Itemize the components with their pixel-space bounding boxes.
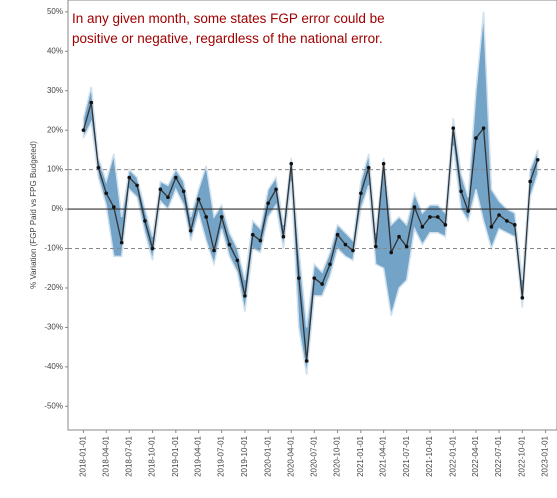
data-point (373, 244, 378, 249)
x-tick-label: 2022-01-01 (448, 435, 457, 476)
x-tick-label: 2019-01-01 (171, 435, 180, 476)
data-point (135, 183, 139, 188)
data-point (188, 228, 193, 233)
y-tick-label: 0% (51, 204, 63, 213)
x-tick-label: 2018-10-01 (148, 435, 157, 476)
data-point (535, 157, 540, 162)
data-point (505, 219, 509, 223)
data-point (112, 205, 116, 209)
x-tick-label: 2021-07-01 (402, 435, 411, 476)
y-tick-label: -10% (44, 244, 63, 253)
y-tick-label: 20% (47, 125, 63, 134)
x-tick-label: 2018-07-01 (124, 435, 133, 476)
data-point (528, 179, 532, 184)
data-point (119, 240, 124, 245)
x-tick-label: 2020-04-01 (286, 435, 295, 476)
data-point (512, 223, 517, 227)
x-tick-label: 2020-01-01 (263, 435, 272, 476)
data-point (320, 282, 324, 286)
x-tick-label: 2021-04-01 (379, 435, 388, 476)
data-point (274, 187, 278, 192)
data-point (289, 161, 294, 166)
data-point (366, 165, 371, 170)
x-tick-label: 2019-07-01 (217, 435, 226, 476)
x-tick-label: 2018-01-01 (79, 435, 88, 476)
data-point (266, 201, 271, 205)
data-point (335, 232, 340, 237)
y-tick-label: 10% (47, 165, 63, 174)
data-point (96, 165, 101, 170)
x-tick-label: 2018-04-01 (101, 435, 110, 476)
data-point (428, 215, 432, 219)
data-point (89, 100, 94, 105)
data-point (158, 187, 163, 192)
data-point (351, 248, 355, 253)
data-point (227, 242, 232, 247)
y-tick-label: -50% (44, 401, 63, 410)
y-tick-label: 30% (47, 86, 63, 95)
data-point (412, 205, 417, 209)
data-point (312, 276, 317, 280)
x-tick-label: 2022-04-01 (471, 435, 480, 476)
annotation: In any given month, some states FGP erro… (72, 11, 385, 26)
data-point (397, 234, 401, 239)
data-point (451, 126, 456, 131)
data-point (127, 175, 132, 180)
data-point (166, 195, 170, 200)
y-axis-label: % Variation (FGP Paid vs FPG Budgeted) (29, 141, 38, 289)
x-tick-label: 2021-10-01 (425, 435, 434, 476)
series-line (82, 102, 539, 362)
data-point (196, 197, 201, 202)
data-point (304, 359, 309, 363)
x-tick-label: 2021-01-01 (356, 435, 365, 476)
data-point (404, 244, 409, 249)
y-tick-label: -30% (44, 323, 63, 332)
data-point (466, 209, 470, 213)
data-point (435, 215, 440, 219)
data-point (243, 294, 247, 298)
data-point (459, 189, 463, 194)
data-point (212, 248, 216, 253)
annotation: positive or negative, regardless of the … (72, 31, 383, 46)
plot-frame (67, 0, 557, 431)
data-point (219, 215, 224, 219)
data-point (258, 238, 263, 243)
data-point (520, 296, 525, 300)
data-point (420, 225, 425, 229)
data-point (343, 242, 348, 247)
x-tick-label: 2019-04-01 (194, 435, 203, 476)
data-point (250, 232, 255, 237)
y-tick-label: 50% (47, 7, 63, 16)
data-point (204, 215, 208, 219)
y-tick-label: -20% (44, 283, 63, 292)
data-point (389, 250, 394, 255)
x-tick-label: 2022-07-01 (494, 435, 503, 476)
x-tick-label: 2023-01-01 (541, 435, 550, 476)
data-point (481, 126, 486, 131)
data-point (497, 213, 501, 217)
data-point (104, 191, 109, 196)
data-point (150, 246, 155, 251)
data-point (143, 219, 147, 223)
data-point (235, 258, 240, 263)
x-tick-label: 2020-10-01 (333, 435, 342, 476)
data-point (281, 234, 286, 239)
data-point (174, 175, 178, 180)
data-point (474, 136, 478, 140)
y-tick-label: 40% (47, 46, 63, 55)
x-tick-label: 2020-07-01 (309, 435, 318, 476)
data-point (489, 225, 494, 229)
y-tick-label: -40% (44, 362, 63, 371)
data-point (81, 128, 86, 132)
x-tick-label: 2019-10-01 (240, 435, 249, 476)
data-point (359, 191, 363, 196)
data-point (381, 161, 386, 166)
data-point (443, 223, 448, 227)
data-point (297, 276, 301, 280)
data-point (328, 262, 332, 267)
x-tick-label: 2022-10-01 (517, 435, 526, 476)
data-point (181, 189, 186, 194)
